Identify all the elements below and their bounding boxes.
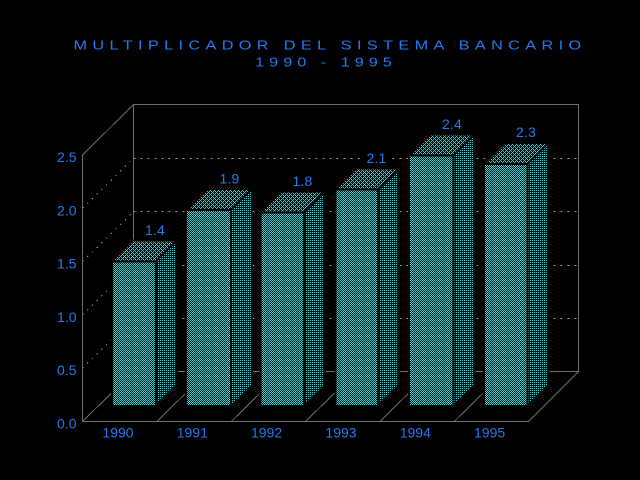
svg-text:1.5: 1.5: [57, 256, 77, 272]
svg-text:1995: 1995: [474, 425, 505, 441]
svg-text:1990: 1990: [102, 425, 133, 441]
svg-text:2.1: 2.1: [366, 150, 386, 166]
svg-text:1994: 1994: [400, 425, 431, 441]
svg-text:1993: 1993: [325, 425, 356, 441]
svg-text:1.8: 1.8: [292, 173, 312, 189]
svg-text:1992: 1992: [251, 425, 282, 441]
svg-text:MULTIPLICADOR DEL SISTEMA BANC: MULTIPLICADOR DEL SISTEMA BANCARIO: [74, 39, 587, 53]
svg-text:2.5: 2.5: [57, 149, 77, 165]
svg-text:0.5: 0.5: [57, 362, 77, 378]
svg-text:1991: 1991: [177, 425, 208, 441]
svg-text:1.4: 1.4: [145, 222, 165, 238]
svg-text:2.3: 2.3: [516, 124, 536, 140]
svg-text:0.0: 0.0: [57, 416, 77, 432]
svg-text:1990 - 1995: 1990 - 1995: [255, 56, 397, 70]
svg-text:2.4: 2.4: [442, 116, 462, 132]
svg-text:1.0: 1.0: [57, 309, 77, 325]
svg-text:1.9: 1.9: [219, 171, 239, 187]
svg-text:2.0: 2.0: [57, 202, 77, 218]
